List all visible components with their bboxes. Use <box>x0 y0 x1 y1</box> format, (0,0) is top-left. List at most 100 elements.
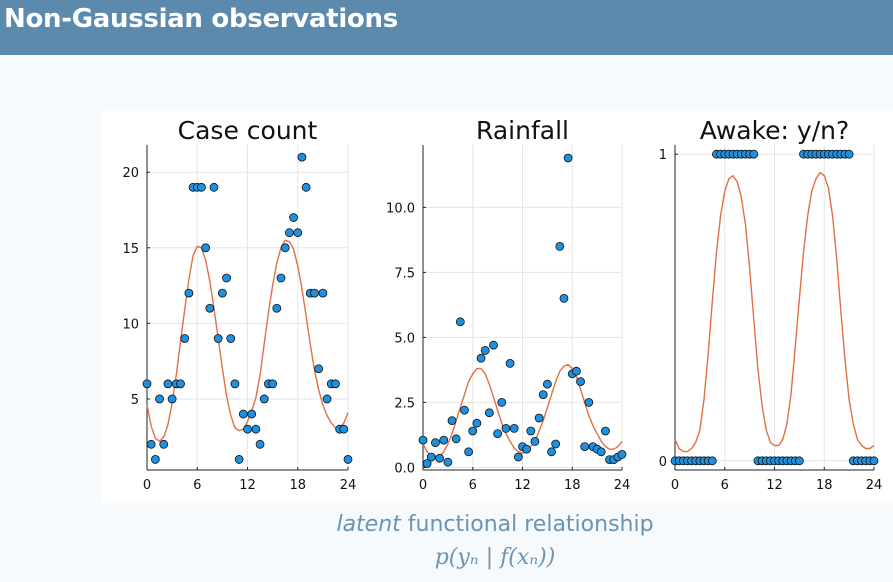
data-point <box>431 438 440 448</box>
data-point <box>230 379 240 389</box>
y-tick-label: 0 <box>659 455 667 470</box>
x-tick-label: 18 <box>564 478 581 493</box>
data-point <box>547 447 556 457</box>
chart-title: Case count <box>178 116 318 145</box>
data-point <box>255 439 265 449</box>
data-point <box>226 334 236 343</box>
data-point <box>439 435 449 445</box>
caption-formula: p(yₙ | f(xₙ)) <box>434 545 556 570</box>
x-tick-label: 6 <box>469 478 477 493</box>
data-point <box>310 288 319 298</box>
data-point <box>493 429 503 439</box>
data-point <box>247 409 257 419</box>
data-point <box>468 426 478 436</box>
data-point <box>201 243 211 253</box>
data-point <box>142 379 152 389</box>
x-tick-label: 12 <box>239 478 256 493</box>
data-point <box>580 442 590 452</box>
caption-latent-word: latent <box>336 512 401 537</box>
data-point <box>460 405 469 415</box>
data-point <box>197 182 206 192</box>
data-point <box>205 303 215 313</box>
y-tick-label: 10 <box>122 317 139 332</box>
data-point <box>794 456 804 466</box>
caption-line: latent functional relationship <box>0 512 893 537</box>
data-point <box>596 447 606 457</box>
data-point <box>559 293 569 303</box>
x-tick-label: 18 <box>816 478 833 493</box>
data-point <box>530 436 540 446</box>
caption-rest: functional relationship <box>400 512 654 537</box>
y-tick-label: 10.0 <box>386 201 415 216</box>
data-point <box>484 408 494 418</box>
chart-title: Rainfall <box>476 116 569 145</box>
y-tick-label: 5.0 <box>394 331 415 346</box>
chart-panel-3: 0 6 12 18 24 0 1 Awake: y/n? <box>659 116 883 493</box>
x-tick-label: 24 <box>866 478 883 493</box>
y-tick-label: 0.0 <box>394 461 415 476</box>
x-tick-label: 6 <box>193 478 201 493</box>
data-point <box>501 423 511 433</box>
data-point <box>476 353 486 363</box>
data-point <box>339 424 349 434</box>
latent-curve <box>146 239 349 443</box>
data-point <box>268 379 278 389</box>
chart-panel-1: 0 6 12 18 24 5 10 15 20 Case count <box>122 116 356 493</box>
data-point <box>243 424 252 434</box>
data-point <box>301 182 311 192</box>
data-point <box>451 434 461 444</box>
chart-figure: 0 6 12 18 24 5 10 15 20 Case count 0 6 12 18 24 0.0 2.5 5… <box>101 111 893 503</box>
data-point <box>297 152 307 162</box>
y-tick-label: 7.5 <box>394 266 415 281</box>
data-point <box>167 394 177 404</box>
x-tick-label: 18 <box>289 478 306 493</box>
data-point <box>163 379 173 389</box>
data-point <box>617 449 627 459</box>
data-point <box>522 444 532 454</box>
x-tick-label: 0 <box>143 478 151 493</box>
data-point <box>542 379 552 389</box>
data-point <box>576 377 585 387</box>
y-tick-label: 1 <box>659 148 667 163</box>
data-point <box>234 455 244 464</box>
data-point <box>176 379 185 389</box>
data-point <box>455 317 465 327</box>
data-point <box>184 288 194 298</box>
data-point <box>314 364 324 374</box>
data-point <box>426 452 436 462</box>
data-point <box>251 424 261 434</box>
data-point <box>707 456 717 466</box>
data-point <box>447 416 457 426</box>
data-point <box>422 459 432 468</box>
data-point <box>443 457 453 467</box>
data-point <box>489 340 498 350</box>
data-point <box>563 153 573 163</box>
data-point <box>159 439 169 449</box>
x-tick-label: 12 <box>514 478 531 493</box>
data-point <box>276 273 286 283</box>
x-tick-label: 12 <box>766 478 783 493</box>
data-point <box>464 447 474 457</box>
data-point <box>435 453 444 463</box>
data-point <box>472 418 482 428</box>
data-point <box>293 228 303 238</box>
data-point <box>213 334 223 343</box>
x-tick-label: 6 <box>721 478 729 493</box>
data-point <box>259 394 269 404</box>
latent-curve <box>674 171 875 453</box>
y-tick-label: 20 <box>122 166 139 181</box>
data-point <box>280 243 290 253</box>
chart-title: Awake: y/n? <box>700 116 850 145</box>
x-tick-label: 24 <box>340 478 357 493</box>
data-point <box>322 394 332 404</box>
data-point <box>571 366 581 376</box>
y-tick-label: 15 <box>122 242 139 257</box>
y-tick-label: 5 <box>131 393 139 408</box>
data-point <box>844 149 854 159</box>
data-point <box>497 397 507 407</box>
data-point <box>343 455 353 464</box>
x-tick-label: 24 <box>614 478 631 493</box>
data-point <box>505 358 515 368</box>
data-point <box>513 452 523 462</box>
